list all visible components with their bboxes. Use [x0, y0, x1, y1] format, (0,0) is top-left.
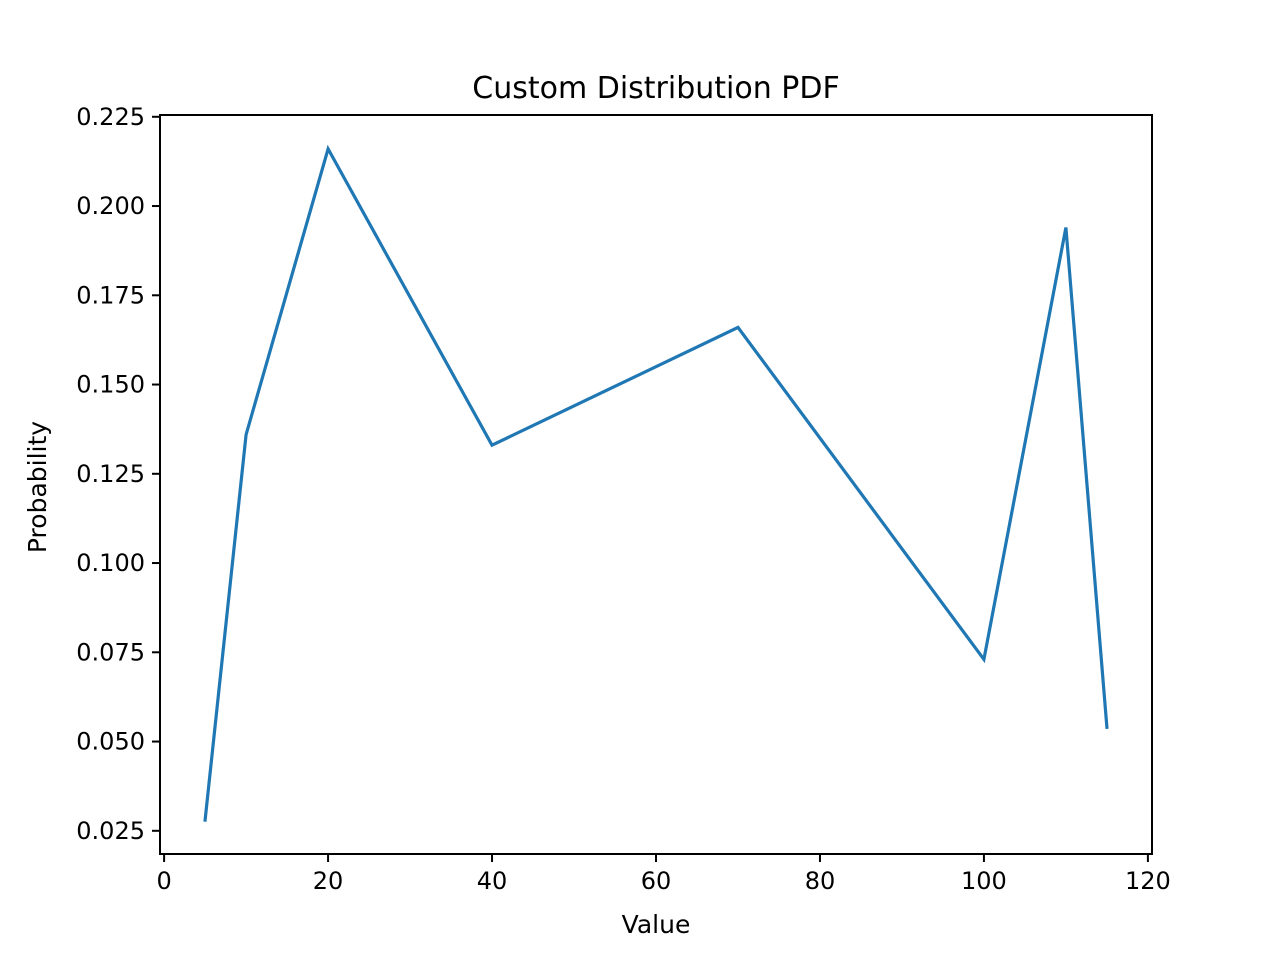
x-tick-label: 40	[477, 867, 508, 895]
y-tick-label: 0.100	[76, 549, 145, 577]
y-tick-label: 0.175	[76, 281, 145, 309]
y-tick-label: 0.025	[76, 817, 145, 845]
x-axis: 0 20 40 60 80 100 120	[156, 854, 1171, 895]
plot-frame	[159, 114, 1153, 855]
y-tick-label: 0.125	[76, 460, 145, 488]
y-tick-label: 0.200	[76, 192, 145, 220]
y-tick-label: 0.050	[76, 728, 145, 756]
x-tick-label: 100	[961, 867, 1007, 895]
y-axis-label: Probability	[23, 421, 52, 553]
y-axis: 0.025 0.050 0.075 0.100 0.125 0.150 0.175 0.200…	[76, 103, 160, 845]
y-tick-label: 0.225	[76, 103, 145, 131]
x-tick-label: 80	[805, 867, 836, 895]
x-tick-label: 0	[156, 867, 171, 895]
chart-title: Custom Distribution PDF	[472, 71, 839, 106]
x-tick-label: 120	[1125, 867, 1171, 895]
x-tick-label: 60	[641, 867, 672, 895]
x-tick-label: 20	[313, 867, 344, 895]
series-line	[203, 144, 1109, 822]
y-tick-label: 0.150	[76, 371, 145, 399]
x-axis-label: Value	[622, 910, 691, 939]
y-tick-label: 0.075	[76, 638, 145, 666]
